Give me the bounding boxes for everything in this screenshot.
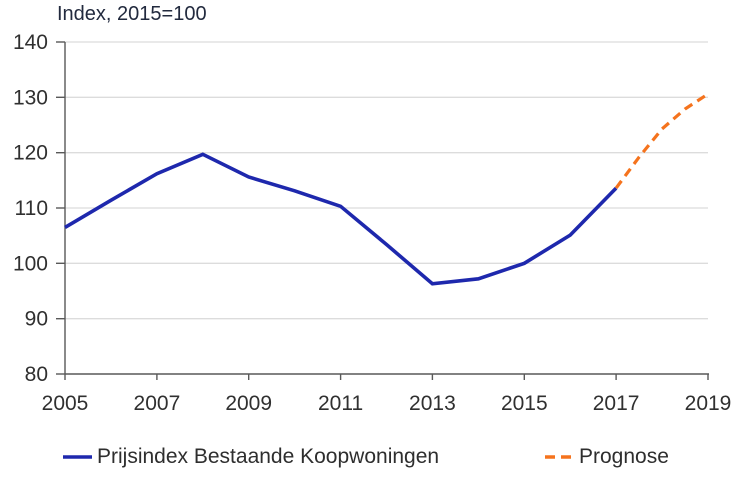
legend-item-prijsindex: Prijsindex Bestaande Koopwoningen bbox=[62, 442, 439, 472]
x-tick-label-2015: 2015 bbox=[501, 392, 548, 415]
x-tick-label-2009: 2009 bbox=[225, 392, 272, 415]
y-tick-label-110: 110 bbox=[15, 197, 48, 220]
legend-label-prijsindex: Prijsindex Bestaande Koopwoningen bbox=[97, 445, 440, 468]
series-line-prognose bbox=[614, 92, 709, 190]
x-tick-label-2013: 2013 bbox=[409, 392, 456, 415]
chart-title: Index, 2015=100 bbox=[57, 3, 207, 25]
legend-item-prognose: Prognose bbox=[545, 442, 669, 472]
legend-label-prognose: Prognose bbox=[579, 445, 669, 468]
x-tick-label-2005: 2005 bbox=[42, 392, 89, 415]
dashed-line-swatch-icon bbox=[545, 455, 575, 459]
x-tick-label-2011: 2011 bbox=[318, 392, 363, 415]
y-tick-label-120: 120 bbox=[13, 142, 48, 165]
x-tick-label-2007: 2007 bbox=[134, 392, 181, 415]
y-tick-label-90: 90 bbox=[25, 308, 48, 331]
x-tick-label-2019: 2019 bbox=[685, 392, 732, 415]
series-line-prijsindex bbox=[64, 152, 618, 286]
plot-area: 80 90 100 110 120 130 140 2005 2007 2009 2011 2013 2… bbox=[13, 31, 732, 415]
y-tick-label-140: 140 bbox=[13, 31, 48, 54]
y-tick-label-130: 130 bbox=[13, 86, 48, 109]
y-tick-label-100: 100 bbox=[13, 252, 48, 275]
legend: Prijsindex Bestaande Koopwoningen Progno… bbox=[0, 442, 741, 474]
solid-line-swatch-icon bbox=[63, 455, 92, 459]
x-tick-label-2017: 2017 bbox=[593, 392, 640, 415]
y-tick-label-80: 80 bbox=[25, 363, 48, 386]
